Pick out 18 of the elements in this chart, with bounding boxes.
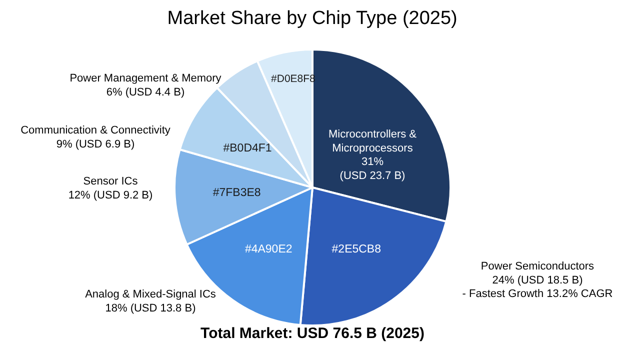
text: #7FB3E8 — [212, 187, 261, 200]
text: Total Market: USD 76.5 B (2025) — [200, 325, 424, 342]
slice-label: Communication & Connectivity — [20, 124, 171, 136]
data-label: 6% (USD 4.4 B) — [106, 86, 185, 98]
text: #4A90E2 — [244, 243, 292, 256]
text: #B0D4F1 — [223, 142, 272, 154]
text: #2E5CB8 — [332, 243, 382, 256]
slice-label: Sensor ICs — [83, 176, 138, 188]
slice-label: Power Semiconductors — [480, 260, 595, 272]
slice-label: Power Management & Memory — [70, 72, 222, 84]
data-label: 24% (USD 18.5 B) - Fastest Growth 13.2% CAGR — [462, 274, 613, 300]
data-label: 31% (USD 23.7 B) — [340, 156, 406, 182]
chart-title: Market Share by Chip Type (2025) — [167, 8, 458, 29]
slice-label: Microcontrollers & Microprocessors — [328, 128, 418, 154]
data-label: 9% (USD 6.9 B) — [56, 138, 135, 150]
data-label: 12% (USD 9.2 B) — [68, 189, 153, 202]
slice-label: Analog & Mixed-Signal ICs — [85, 288, 216, 300]
data-label: 18% (USD 13.8 B) — [105, 302, 196, 314]
